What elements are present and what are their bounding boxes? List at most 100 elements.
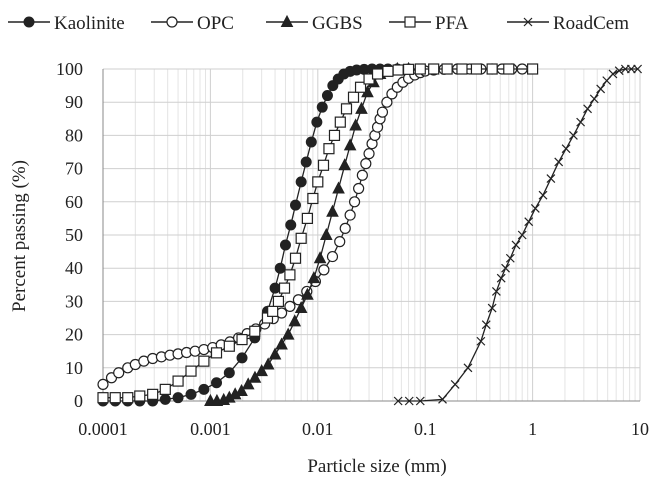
y-tick-label: 70: [65, 159, 83, 179]
data-point-roadcem: [393, 396, 403, 406]
data-point-roadcem: [596, 84, 606, 94]
legend-item-roadcem: RoadCem: [507, 13, 629, 34]
data-point-roadcem: [608, 69, 618, 79]
data-point-opc: [318, 264, 330, 276]
data-point-ggbs: [355, 101, 368, 114]
data-point-pfa: [172, 375, 184, 387]
data-point-roadcem: [450, 379, 460, 389]
data-point-pfa: [109, 392, 121, 404]
data-point-pfa: [236, 333, 248, 346]
data-point-pfa: [198, 355, 210, 367]
data-point-opc: [97, 378, 109, 390]
data-point-opc: [339, 222, 351, 234]
data-point-opc: [334, 236, 346, 248]
y-tick-label: 20: [65, 325, 83, 345]
data-point-opc: [348, 196, 361, 208]
series-pfa: [97, 63, 539, 404]
y-tick-label: 100: [56, 59, 83, 79]
data-point-kaolinite: [285, 219, 297, 231]
data-point-kaolinite: [211, 377, 223, 389]
data-point-pfa: [312, 176, 324, 188]
data-point-roadcem: [463, 363, 473, 373]
data-point-pfa: [414, 63, 426, 75]
legend-label-roadcem: RoadCem: [553, 13, 629, 34]
data-point-opc: [376, 106, 389, 118]
data-point-pfa: [371, 68, 384, 80]
data-point-pfa: [354, 81, 367, 93]
legend-marker-opc: [166, 16, 178, 28]
data-point-ggbs: [343, 138, 357, 151]
data-point-pfa: [210, 347, 223, 359]
data-point-ggbs: [288, 314, 302, 327]
data-point-roadcem: [633, 64, 643, 74]
y-tick-label: 60: [65, 192, 83, 212]
data-point-roadcem: [481, 320, 491, 330]
data-point-kaolinite: [311, 116, 323, 128]
data-point-ggbs: [235, 383, 248, 397]
data-point-opc: [381, 96, 393, 108]
data-point-ggbs: [275, 337, 288, 350]
data-point-pfa: [272, 295, 285, 307]
data-point-pfa: [249, 325, 261, 337]
data-point-pfa: [278, 282, 291, 294]
series-roadcem: [393, 64, 643, 406]
y-tick-label: 30: [65, 291, 83, 311]
data-series: [97, 61, 643, 407]
data-point-kaolinite: [305, 136, 317, 148]
data-point-kaolinite: [295, 176, 307, 188]
data-point-pfa: [340, 103, 353, 115]
data-point-roadcem: [501, 263, 510, 273]
data-point-roadcem: [583, 104, 593, 114]
data-point-opc: [356, 169, 368, 181]
legend-label-ggbs: GGBS: [312, 13, 363, 34]
tick-labels: 0.0001 0.001 0.01 0.1 1 100102030405060708090…: [56, 59, 649, 439]
data-point-kaolinite: [269, 282, 281, 294]
data-point-roadcem: [530, 204, 540, 213]
data-point-ggbs: [261, 357, 275, 370]
data-point-kaolinite: [185, 388, 197, 400]
data-point-opc: [353, 182, 365, 195]
data-point-roadcem: [538, 190, 548, 200]
data-point-pfa: [147, 388, 159, 400]
x-tick-label: 0.1: [414, 419, 437, 439]
data-point-pfa: [334, 116, 346, 128]
data-point-kaolinite: [223, 367, 235, 379]
legend-label-opc: OPC: [197, 13, 234, 34]
data-point-pfa: [122, 392, 134, 404]
data-point-pfa: [441, 63, 453, 75]
legend-label-kaolinite: Kaolinite: [54, 13, 125, 34]
x-tick-label: 10: [631, 419, 649, 439]
data-point-pfa: [295, 232, 307, 244]
chart-axes: [102, 69, 640, 402]
data-point-roadcem: [476, 336, 486, 346]
data-point-ggbs: [301, 287, 314, 300]
data-point-pfa: [223, 340, 235, 352]
data-point-pfa: [428, 63, 440, 75]
data-point-ggbs: [281, 327, 295, 340]
data-point-roadcem: [496, 273, 506, 283]
legend: Kaolinite OPC GGBS PFA RoadCem: [8, 13, 629, 34]
data-point-kaolinite: [172, 392, 184, 404]
data-point-pfa: [289, 252, 302, 264]
data-point-roadcem: [517, 230, 527, 240]
x-axis-label: Particle size (mm): [307, 456, 446, 477]
data-point-kaolinite: [198, 383, 210, 395]
data-point-pfa: [323, 143, 335, 155]
data-point-ggbs: [307, 271, 321, 284]
data-point-kaolinite: [236, 352, 248, 364]
data-point-pfa: [328, 129, 341, 141]
legend-marker-ggbs: [280, 14, 294, 27]
data-point-roadcem: [626, 64, 636, 74]
data-point-pfa: [382, 65, 394, 77]
data-point-ggbs: [349, 118, 362, 131]
data-point-pfa: [456, 63, 468, 75]
y-tick-label: 10: [65, 358, 83, 378]
data-point-ggbs: [241, 377, 255, 390]
y-axis-label: Percent passing (%): [9, 160, 30, 312]
data-point-kaolinite: [300, 156, 312, 168]
data-point-ggbs: [332, 181, 345, 194]
data-point-pfa: [134, 390, 146, 402]
data-point-kaolinite: [290, 199, 302, 211]
data-point-roadcem: [511, 240, 521, 250]
